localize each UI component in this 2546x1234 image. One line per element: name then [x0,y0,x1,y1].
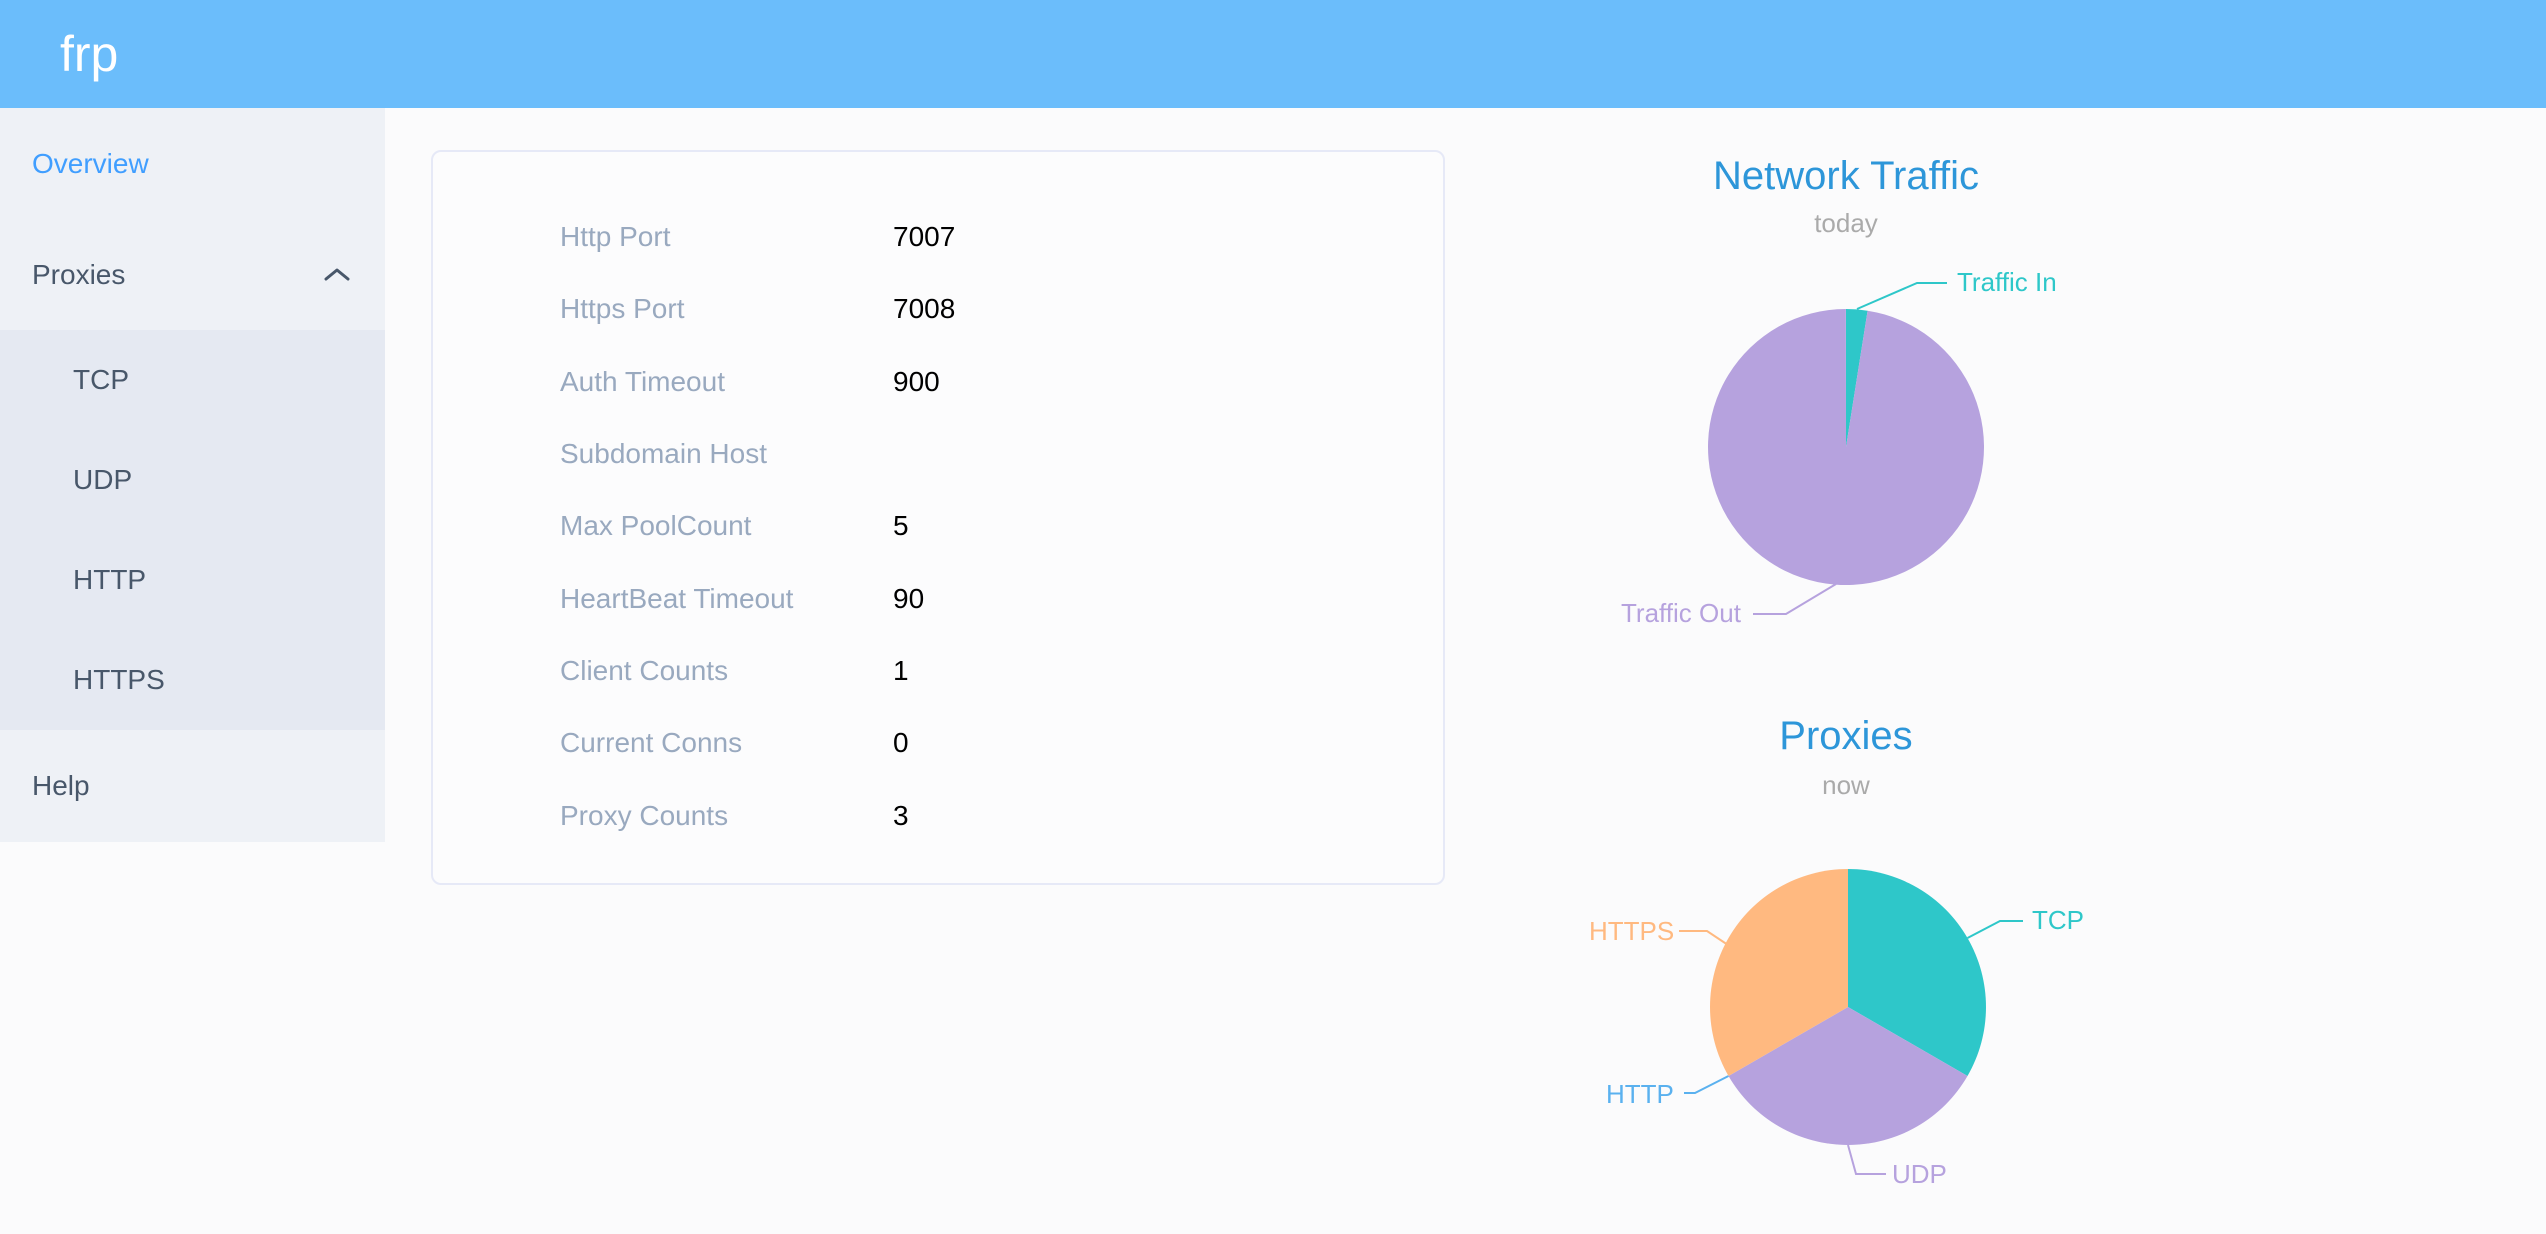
sidebar-item-label: Proxies [32,259,126,290]
sidebar-item-label: TCP [73,364,129,395]
config-value: 3 [893,800,909,831]
config-row: Proxy Counts 3 [433,800,1443,832]
sidebar-item-label: UDP [73,464,133,495]
config-row: Client Counts 1 [433,655,1443,687]
network-pie-slice-traffic-out [1708,309,1985,585]
traffic-out-leader-line [1753,583,1837,615]
config-label: Proxy Counts [560,800,729,831]
app-header: frp [0,0,2546,108]
chevron-up-icon [322,259,352,291]
charts-canvas [1679,282,2023,1175]
sidebar-item-http[interactable]: HTTP [0,530,385,630]
sidebar-item-label: Help [32,770,90,801]
config-label: Subdomain Host [560,438,768,469]
network-traffic-chart-subtitle: today [1814,208,1878,238]
sidebar-item-udp[interactable]: UDP [0,430,385,530]
config-value: 5 [893,510,909,541]
proxies-pie-slice-https [1710,869,1848,1076]
config-value: 0 [893,727,909,758]
pie-label-udp: UDP [1892,1159,1947,1189]
server-config-card: Http Port 7007 Https Port 7008 Auth Timeou… [431,150,1445,885]
sidebar-item-label: HTTPS [73,664,165,695]
config-value: 900 [893,366,940,397]
traffic-in-leader-line [1856,282,1947,310]
config-row: Https Port 7008 [433,293,1443,325]
sidebar-item-tcp[interactable]: TCP [0,330,385,430]
config-label: Max PoolCount [560,510,752,541]
pie-label-http: HTTP [1606,1079,1674,1109]
config-value: 90 [893,583,925,614]
pie-label-https: HTTPS [1589,916,1675,946]
app-logo: frp [60,26,119,82]
sidebar-item-https[interactable]: HTTPS [0,630,385,730]
sidebar-item-overview[interactable]: Overview [0,108,385,220]
config-row: HeartBeat Timeout 90 [433,583,1443,615]
http-leader-line [1684,1075,1729,1094]
config-label: Http Port [560,221,671,252]
config-value: 7008 [893,293,956,324]
config-row: Auth Timeout 900 [433,366,1443,398]
sidebar-item-help[interactable]: Help [0,730,385,842]
pie-label-traffic-in: Traffic In [1957,267,2057,297]
proxies-pie-slice-udp [1728,1007,1968,1145]
config-row: Current Conns 0 [433,727,1443,759]
pie-label-traffic-out: Traffic Out [1621,598,1741,628]
config-label: HeartBeat Timeout [560,583,794,614]
config-label: Client Counts [560,655,729,686]
network-traffic-chart-title: Network Traffic [1713,154,1979,198]
config-label: Current Conns [560,727,743,758]
proxies-chart-subtitle: now [1822,770,1870,800]
config-label: Https Port [560,293,685,324]
sidebar-item-label: HTTP [73,564,147,595]
proxies-pie-slice-tcp [1848,869,1986,1076]
https-leader-line [1679,930,1732,948]
config-row: Max PoolCount 5 [433,510,1443,542]
config-row: Subdomain Host [433,438,1443,470]
tcp-leader-line [1967,920,2023,939]
proxies-chart-title: Proxies [1779,714,1913,758]
config-value: 7007 [893,221,956,252]
config-row: Http Port 7007 [433,221,1443,253]
config-label: Auth Timeout [560,366,725,397]
sidebar: Overview Proxies TCP UDP HTTP HTTPS Help [0,108,385,842]
udp-leader-line [1847,1144,1886,1175]
pie-label-tcp: TCP [2032,905,2084,935]
sidebar-submenu-proxies: TCP UDP HTTP HTTPS [0,330,385,730]
sidebar-item-label: Overview [32,148,149,179]
network-pie-slice-traffic-in [1846,309,1868,447]
sidebar-item-proxies[interactable]: Proxies [0,220,385,330]
config-value: 1 [893,655,909,686]
